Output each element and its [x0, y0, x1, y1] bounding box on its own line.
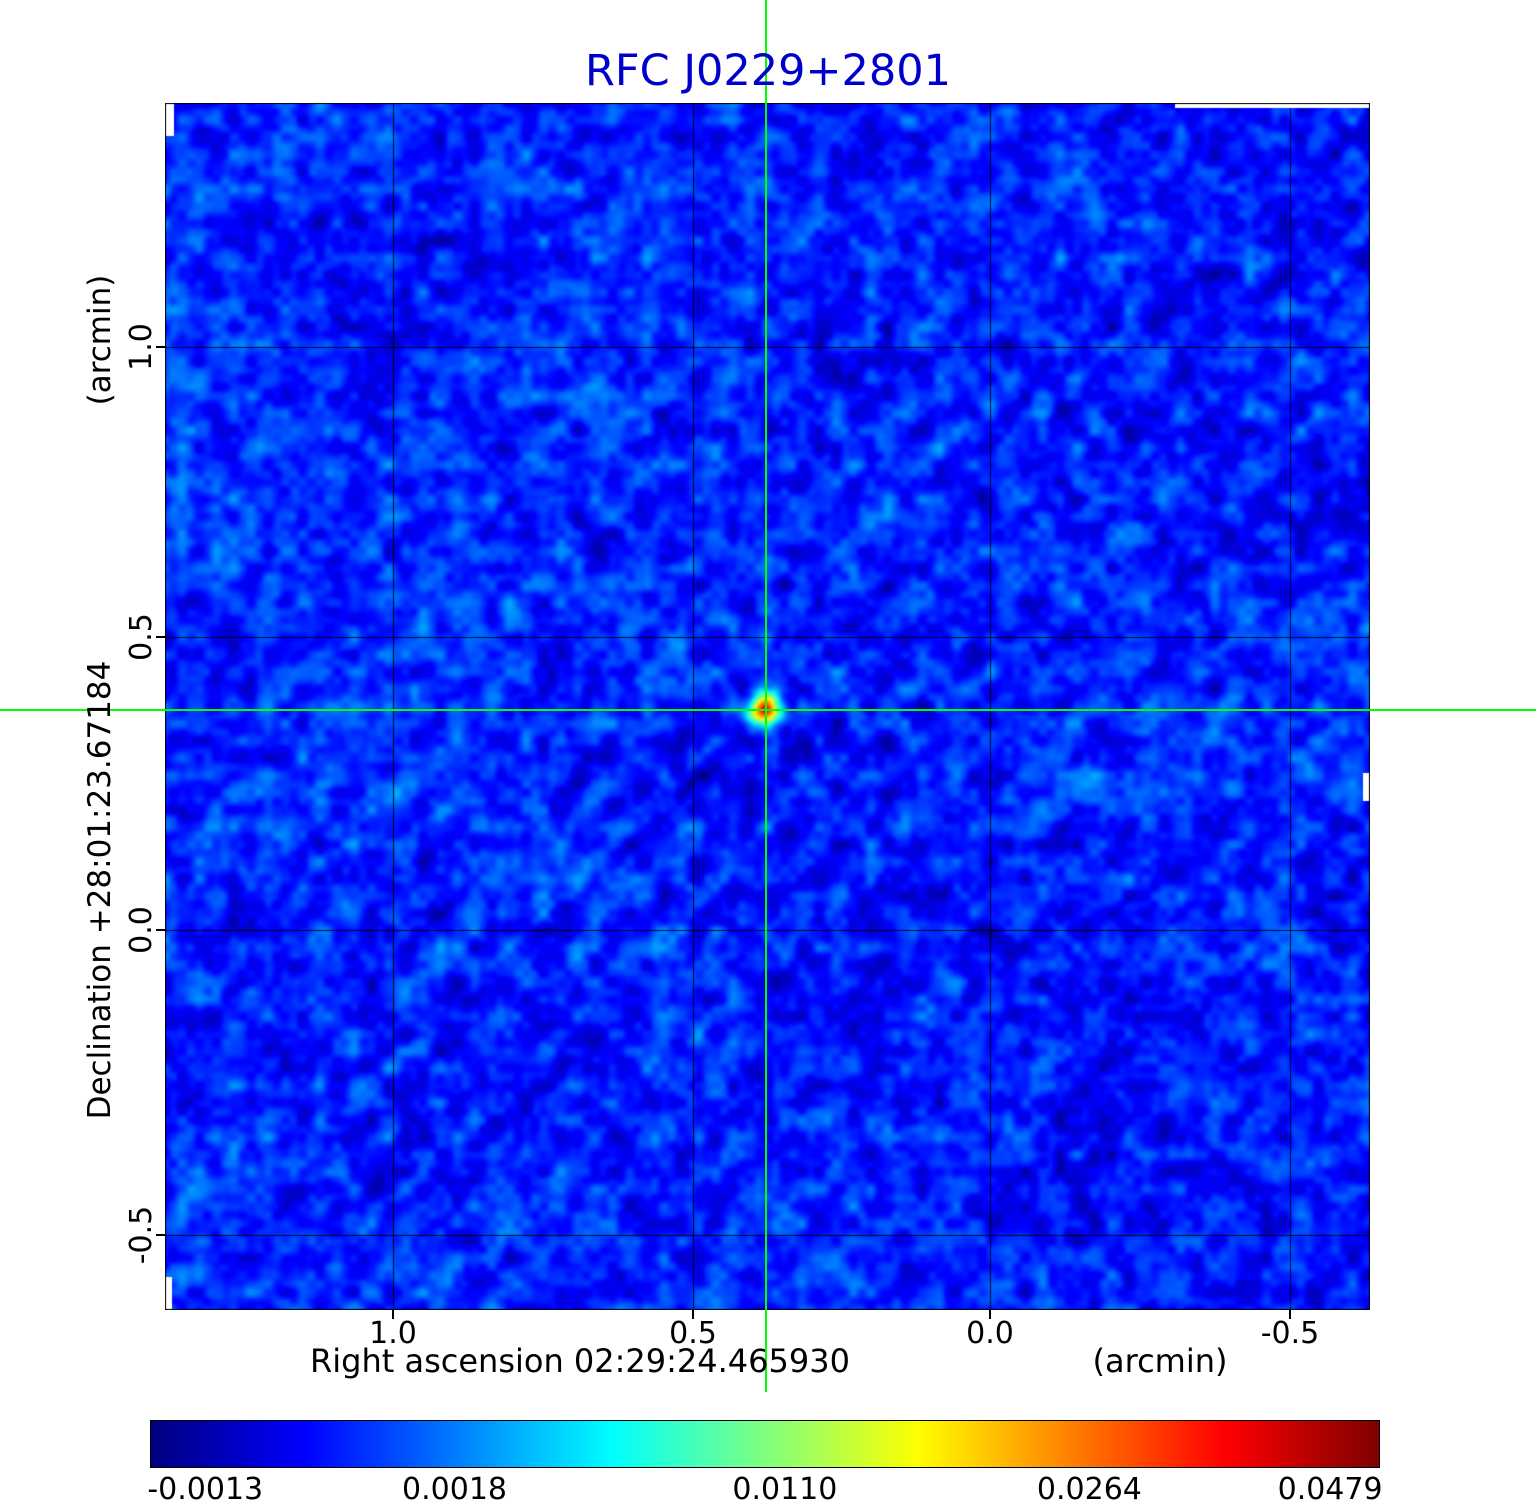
radio-intensity-map-canvas	[165, 103, 1370, 1310]
crosshair-horizontal-line	[0, 709, 1536, 711]
colorbar-gradient	[150, 1420, 1380, 1468]
colorbar-tick-label: 0.0264	[1036, 1472, 1142, 1507]
y-axis-unit-label: (arcmin)	[82, 274, 118, 406]
y-axis-tick	[156, 346, 165, 348]
y-axis-tick	[156, 636, 165, 638]
y-tick-label: -0.5	[124, 1205, 159, 1265]
y-tick-label: 0.5	[124, 613, 159, 661]
y-tick-label: 0.0	[124, 906, 159, 954]
colorbar-tick-label: -0.0013	[147, 1472, 264, 1507]
x-tick-label: 1.0	[369, 1316, 417, 1351]
y-axis-tick	[156, 1234, 165, 1236]
crosshair-vertical-line	[765, 0, 767, 1392]
x-axis-tick	[392, 1310, 394, 1319]
x-tick-label: 0.0	[966, 1316, 1014, 1351]
y-tick-label: 1.0	[124, 323, 159, 371]
colorbar-tick-label: 0.0110	[732, 1472, 838, 1507]
x-axis-tick	[692, 1310, 694, 1319]
x-axis-tick	[1289, 1310, 1291, 1319]
colorbar-tick-label: 0.0018	[402, 1472, 508, 1507]
x-axis-label: Right ascension 02:29:24.465930	[310, 1342, 850, 1380]
colorbar-tick-label: 0.0479	[1277, 1472, 1383, 1507]
x-axis-tick	[989, 1310, 991, 1319]
x-tick-label: -0.5	[1260, 1316, 1320, 1351]
y-axis-label: Declination +28:01:23.67184	[82, 660, 118, 1120]
y-axis-tick	[156, 929, 165, 931]
x-axis-unit-label: (arcmin)	[1092, 1342, 1228, 1380]
figure-title: RFC J0229+2801	[585, 46, 951, 96]
x-tick-label: 0.5	[669, 1316, 717, 1351]
